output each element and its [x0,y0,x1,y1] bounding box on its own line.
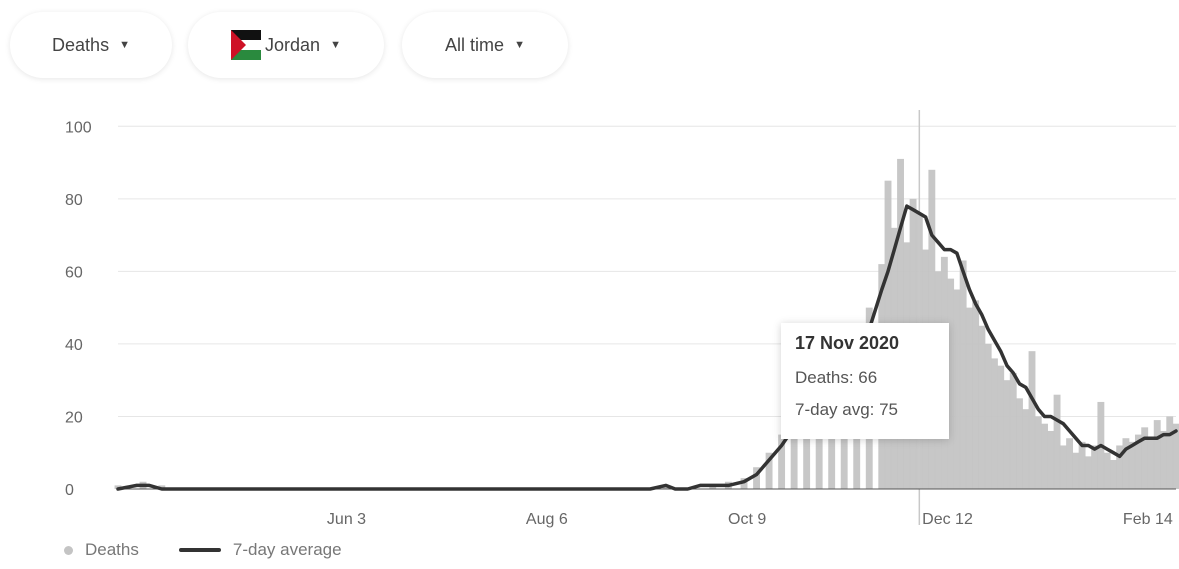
y-tick-label: 0 [65,482,74,499]
x-tick-label: Dec 12 [922,511,973,528]
y-tick-label: 100 [65,119,92,136]
legend-average-label: 7-day average [232,540,342,559]
time-range-dropdown-label: All time [445,34,505,55]
tooltip-date: 17 Nov 2020 [795,333,900,353]
deaths-bar [1122,438,1130,489]
deaths-bar [765,452,773,489]
metric-dropdown[interactable]: Deaths ▼ [10,12,172,78]
deaths-bar [1109,459,1117,489]
country-dropdown-label: Jordan [265,34,321,55]
y-tick-label: 80 [65,192,83,209]
deaths-bar [709,485,717,489]
deaths-bar [1009,372,1017,489]
metric-dropdown-label: Deaths [52,34,110,55]
deaths-bar [1103,452,1111,489]
deaths-bar [1172,423,1179,489]
chart-legend: Deaths 7-day average [64,540,342,560]
legend-deaths-swatch [64,545,73,555]
deaths-bar [1028,351,1036,489]
deaths-bar [1059,445,1067,489]
deaths-bar [978,325,986,489]
deaths-bar [1053,394,1061,489]
y-tick-label: 20 [65,409,83,426]
x-tick-label: Feb 14 [1123,511,1173,528]
y-tick-label: 40 [65,337,83,354]
y-tick-label: 60 [65,264,83,281]
jordan-flag-icon [231,30,262,60]
caret-down-icon: ▼ [330,39,341,51]
seven-day-average-line [116,204,1178,491]
deaths-bar [1153,420,1161,489]
tooltip-deaths: Deaths: 66 [795,368,878,387]
country-dropdown[interactable]: Jordan ▼ [188,12,384,78]
caret-down-icon: ▼ [119,39,130,51]
deaths-bar [778,434,786,489]
deaths-bar [1047,430,1055,489]
caret-down-icon: ▼ [514,39,525,51]
deaths-bar [790,420,798,489]
time-range-dropdown[interactable]: All time ▼ [402,12,568,78]
deaths-bar [1066,438,1074,489]
deaths-bar [1160,430,1167,489]
deaths-bar [1147,438,1155,489]
deaths-bar [1034,416,1042,489]
deaths-bar [972,300,980,489]
deaths-bar [997,365,1005,489]
deaths-bar [753,467,760,489]
deaths-bar [1084,456,1092,489]
x-tick-label: Oct 9 [728,511,766,528]
deaths-bar [959,260,967,489]
deaths-bar [1022,409,1030,489]
deaths-bar [803,394,811,489]
deaths-bar [965,307,973,489]
legend-average-swatch [178,548,221,552]
deaths-bar [1016,398,1023,489]
legend-deaths-label: Deaths [85,540,139,559]
deaths-bar [1141,427,1149,489]
x-tick-label: Jun 3 [327,511,366,528]
deaths-bar [114,485,122,489]
deaths-bar [1041,423,1048,489]
deaths-bar [947,278,955,489]
deaths-bar [953,289,961,489]
deaths-bar [1003,380,1011,489]
deaths-bar [1128,441,1136,489]
deaths-bar [1134,434,1142,489]
tooltip-avg: 7-day avg: 75 [795,400,899,419]
deaths-bar [991,358,998,489]
deaths-bar [740,478,748,489]
deaths-bar [1166,416,1174,489]
deaths-bar [1091,445,1099,489]
deaths-bar [1078,441,1086,489]
x-tick-label: Aug 6 [526,511,568,528]
deaths-bar [1116,445,1124,489]
deaths-bar [1072,452,1080,489]
chart-tooltip: 17 Nov 2020 Deaths: 66 7-day avg: 75 [781,323,949,439]
deaths-bar [984,343,992,489]
